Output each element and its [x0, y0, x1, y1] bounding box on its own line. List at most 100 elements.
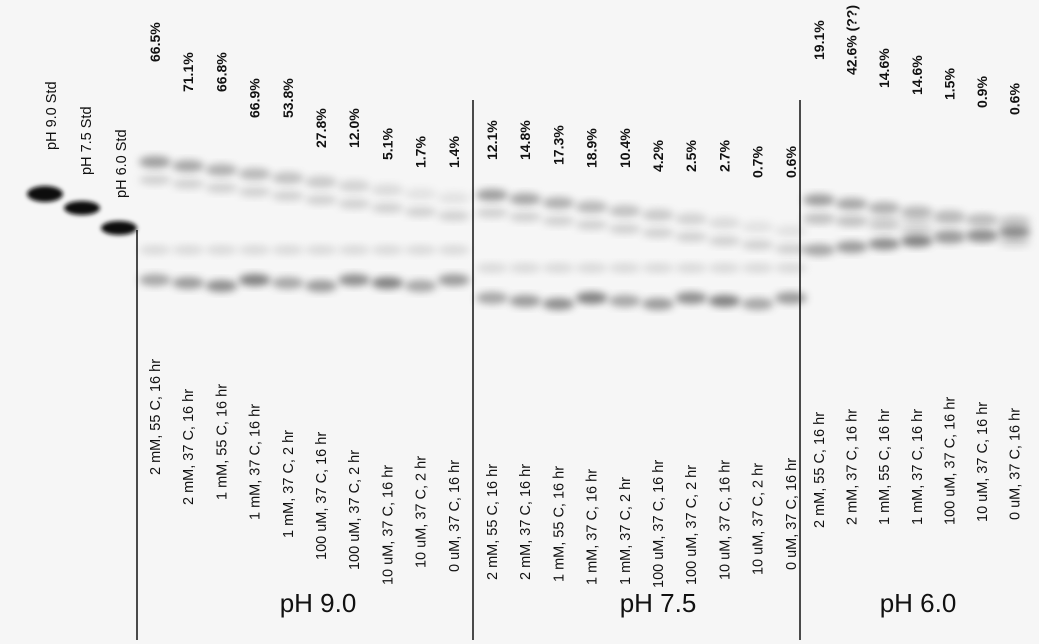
condition-label: 10 uM, 37 C, 16 hr	[717, 460, 733, 580]
gel-band	[404, 245, 437, 255]
gel-band	[172, 245, 205, 255]
condition-label: 100 uM, 37 C, 2 hr	[684, 465, 700, 585]
gel-band	[338, 180, 371, 192]
gel-band	[437, 192, 470, 204]
percent-label: 0.6%	[783, 146, 799, 178]
percent-label: 18.9%	[584, 128, 600, 168]
gel-band	[868, 238, 901, 250]
gel-band	[371, 245, 404, 255]
gel-band	[271, 172, 304, 184]
percent-label: 0.7%	[750, 146, 766, 178]
gel-band	[305, 245, 337, 255]
standard-band	[101, 221, 137, 235]
gel-band	[476, 208, 508, 218]
gel-band	[608, 263, 641, 273]
percent-label: 1.4%	[446, 136, 462, 168]
condition-label: 1 mM, 55 C, 16 hr	[551, 466, 567, 582]
percent-label: 42.6% (??)	[844, 5, 860, 75]
percent-label: 0.9%	[974, 76, 990, 108]
gel-band	[476, 189, 508, 201]
percent-label: 17.3%	[550, 125, 566, 165]
labels: pH 9.0 Std pH 7.5 Std pH 6.0 Std 66.5% 2 mM,…	[44, 5, 1024, 618]
condition-label: 0 uM, 37 C, 16 hr	[784, 458, 800, 570]
percent-label: 66.8%	[213, 52, 229, 92]
condition-label: 100 uM, 37 C, 2 hr	[347, 450, 363, 570]
gel-band	[835, 241, 868, 253]
gel-band	[835, 198, 868, 210]
gel-band	[708, 217, 741, 229]
gel-band	[338, 245, 371, 255]
gel-band	[803, 194, 835, 206]
condition-label: 10 uM, 37 C, 16 hr	[975, 402, 991, 522]
gel-band	[271, 277, 304, 289]
percent-label: 12.0%	[346, 108, 362, 148]
gel-band	[675, 213, 708, 225]
condition-label: 10 uM, 37 C, 2 hr	[751, 463, 767, 575]
percent-label: 14.8%	[517, 120, 533, 160]
gel-band	[900, 215, 933, 225]
percent-label: 12.1%	[484, 120, 500, 160]
condition-label: 2 mM, 55 C, 16 hr	[148, 359, 164, 475]
condition-label: 1 mM, 37 C, 16 hr	[248, 404, 264, 520]
gel-band	[371, 277, 404, 289]
gel-band	[205, 245, 238, 255]
gel-band	[675, 263, 708, 273]
gel-band	[139, 245, 171, 255]
gel-band	[437, 274, 470, 286]
gel-band	[139, 175, 171, 185]
gel-band	[172, 277, 205, 289]
gel-band	[708, 295, 741, 307]
percent-label: 4.2%	[650, 140, 666, 172]
gel-band	[575, 263, 608, 273]
condition-label: 10 uM, 37 C, 2 hr	[414, 456, 430, 568]
gel-band	[542, 298, 575, 310]
gel-band	[608, 224, 641, 234]
gel-band	[774, 263, 807, 273]
gel-band	[338, 199, 371, 209]
gel-band	[238, 274, 271, 286]
gel-band	[575, 292, 608, 304]
condition-label: 100 uM, 37 C, 16 hr	[651, 460, 667, 588]
condition-label: 1 mM, 55 C, 16 hr	[214, 384, 230, 500]
condition-label: 100 uM, 37 C, 16 hr	[942, 397, 958, 525]
condition-label: 2 mM, 55 C, 16 hr	[485, 464, 501, 580]
condition-label: 1 mM, 55 C, 16 hr	[877, 409, 893, 525]
percent-label: 53.8%	[280, 78, 296, 118]
gel-bands	[27, 156, 1031, 310]
gel-band	[933, 215, 966, 225]
gel-band	[900, 206, 933, 218]
gel-band	[608, 205, 641, 217]
gel-band	[900, 235, 933, 247]
gel-band	[509, 295, 542, 307]
gel-band	[542, 216, 575, 226]
condition-label: 1 mM, 37 C, 16 hr	[910, 409, 926, 525]
gel-band	[608, 295, 641, 307]
gel-band	[205, 164, 238, 176]
gel-band	[708, 236, 741, 246]
group-label: pH 9.0	[280, 588, 357, 618]
gel-band	[575, 220, 608, 230]
group-label: pH 6.0	[880, 588, 957, 618]
gel-band	[708, 263, 741, 273]
condition-label: 2 mM, 37 C, 16 hr	[845, 409, 861, 525]
condition-label: 2 mM, 55 C, 16 hr	[812, 412, 828, 528]
gel-band	[139, 156, 171, 168]
gel-band	[172, 179, 205, 189]
percent-label: 66.5%	[147, 22, 163, 62]
condition-label: 0 uM, 37 C, 16 hr	[1008, 408, 1024, 520]
gel-band	[238, 187, 271, 197]
gel-band	[509, 193, 542, 205]
standard-label: pH 6.0 Std	[114, 129, 130, 198]
gel-band	[476, 263, 508, 273]
gel-band	[933, 232, 966, 244]
percent-label: 10.4%	[617, 128, 633, 168]
gel-band	[271, 245, 304, 255]
percent-label: 0.6%	[1007, 83, 1023, 115]
gel-band	[205, 280, 238, 292]
condition-label: 10 uM, 37 C, 16 hr	[380, 465, 396, 585]
gel-band	[238, 245, 271, 255]
gel-band	[404, 207, 437, 217]
gel-band	[371, 184, 404, 196]
gel-band	[868, 202, 901, 214]
